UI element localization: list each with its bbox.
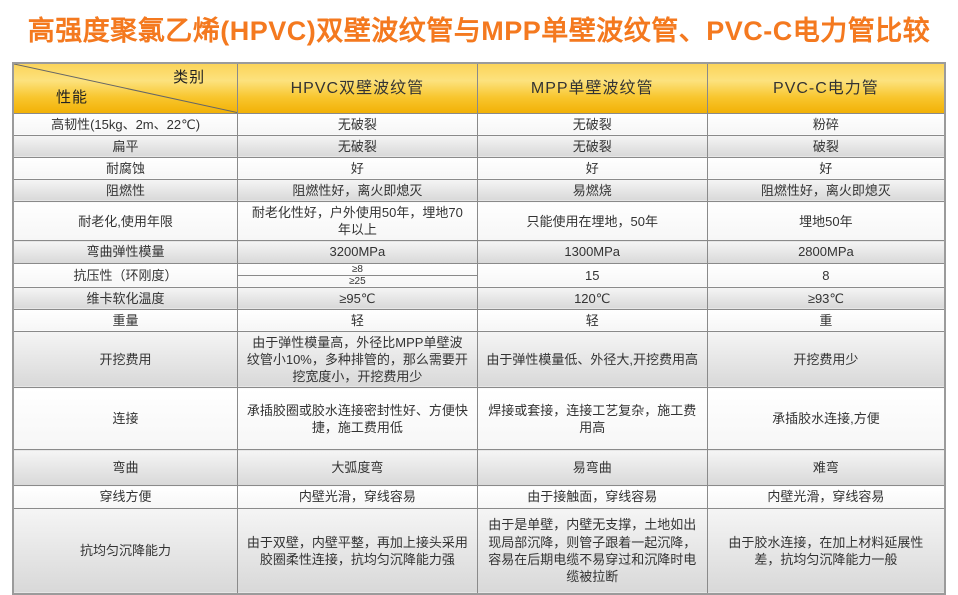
- table-row: 扁平 无破裂 无破裂 破裂: [12, 134, 946, 158]
- value-cell-hpvc: 内壁光滑，穿线容易: [237, 485, 478, 509]
- page-title: 高强度聚氯乙烯(HPVC)双壁波纹管与MPP单壁波纹管、PVC-C电力管比较: [27, 16, 931, 46]
- value-cell-mpp: 1300MPa: [476, 240, 708, 264]
- value-cell-hpvc: 阻燃性好，离火即熄灭: [237, 178, 478, 203]
- value-cell-pvcc: 承插胶水连接,方便: [706, 387, 946, 451]
- table-row: 弯曲 大弧度弯 易弯曲 难弯: [12, 449, 946, 487]
- value-cell-mpp: 只能使用在埋地，50年: [476, 201, 708, 242]
- property-cell: 抗均匀沉降能力: [12, 507, 239, 595]
- value-cell-hpvc: ≥8 ≥25: [237, 262, 478, 288]
- table-row: 抗均匀沉降能力 由于双壁，内壁平整，再加上接头采用胶圈柔性连接，抗均匀沉降能力强由…: [12, 507, 946, 595]
- value-cell-pvcc: 粉碎: [706, 112, 946, 136]
- value-cell-mpp: 120℃: [476, 286, 708, 310]
- value-cell-hpvc: 大弧度弯: [237, 449, 478, 487]
- corner-label-category: 类别: [173, 69, 206, 86]
- property-cell: 扁平: [12, 134, 239, 158]
- value-cell-pvcc: 好: [706, 156, 946, 180]
- property-cell: 连接: [12, 387, 239, 451]
- comparison-table: 类别 性能 HPVC双壁波纹管 MPP单壁波纹管 PVC-C电力管 高韧性(15…: [12, 62, 946, 595]
- value-cell-pvcc: 由于胶水连接，在加上材料延展性差，抗均匀沉降能力一般: [706, 507, 946, 595]
- value-cell-mpp: 无破裂: [476, 112, 708, 136]
- value-cell-pvcc: 2800MPa: [706, 240, 946, 264]
- value-cell-mpp: 由于弹性模量低、外径大,开挖费用高: [476, 330, 708, 389]
- property-cell: 耐腐蚀: [12, 156, 239, 180]
- property-cell: 重量: [12, 308, 239, 332]
- value-cell-pvcc: 开挖费用少: [706, 330, 946, 389]
- table-body: 高韧性(15kg、2m、22℃) 无破裂 无破裂 粉碎 扁平 无破裂 无破裂 破裂 耐腐蚀好好好…: [12, 112, 946, 595]
- value-cell-mpp: 易燃烧: [476, 178, 708, 203]
- property-cell: 阻燃性: [12, 178, 239, 203]
- value-cell-pvcc: 埋地50年: [706, 201, 946, 242]
- value-cell-mpp: 易弯曲: [476, 449, 708, 487]
- column-header-hpvc: HPVC双壁波纹管: [237, 62, 478, 114]
- table-row: 开挖费用 由于弹性模量高，外径比MPP单壁波纹管小10%，多种排管的，那么需要开挖…: [12, 330, 946, 389]
- value-cell-mpp: 由于接触面，穿线容易: [476, 485, 708, 509]
- value-cell-hpvc: 3200MPa: [237, 240, 478, 264]
- value-cell-hpvc: 耐老化性好，户外使用50年，埋地70年以上: [237, 201, 478, 242]
- table-row: 耐腐蚀好好好: [12, 156, 946, 180]
- stacked-value: ≥25: [238, 274, 477, 287]
- property-cell: 开挖费用: [12, 330, 239, 389]
- table-row: 耐老化,使用年限 耐老化性好，户外使用50年，埋地70年以上 只能使用在埋地，50年…: [12, 201, 946, 242]
- value-cell-mpp: 由于是单壁，内壁无支撑，土地如出现局部沉降，则管子跟着一起沉降，容易在后期电缆不…: [476, 507, 708, 595]
- value-cell-mpp: 无破裂: [476, 134, 708, 158]
- table-row: 维卡软化温度 ≥95℃ 120℃ ≥93℃: [12, 286, 946, 310]
- table-row: 重量轻轻重: [12, 308, 946, 332]
- value-cell-mpp: 焊接或套接，连接工艺复杂，施工费用高: [476, 387, 708, 451]
- value-cell-mpp: 轻: [476, 308, 708, 332]
- column-header-mpp: MPP单壁波纹管: [476, 62, 708, 114]
- value-cell-hpvc: 好: [237, 156, 478, 180]
- table-row: 抗压性（环刚度） ≥8 ≥25 15 8: [12, 262, 946, 288]
- property-cell: 弯曲弹性模量: [12, 240, 239, 264]
- property-cell: 维卡软化温度: [12, 286, 239, 310]
- value-cell-hpvc: 由于弹性模量高，外径比MPP单壁波纹管小10%，多种排管的，那么需要开挖宽度小，…: [237, 330, 478, 389]
- value-cell-hpvc: 由于双壁，内壁平整，再加上接头采用胶圈柔性连接，抗均匀沉降能力强: [237, 507, 478, 595]
- value-cell-pvcc: 内壁光滑，穿线容易: [706, 485, 946, 509]
- value-cell-pvcc: 重: [706, 308, 946, 332]
- value-cell-pvcc: 阻燃性好，离火即熄灭: [706, 178, 946, 203]
- property-cell: 耐老化,使用年限: [12, 201, 239, 242]
- property-cell: 穿线方便: [12, 485, 239, 509]
- value-cell-pvcc: 难弯: [706, 449, 946, 487]
- value-cell-hpvc: 无破裂: [237, 112, 478, 136]
- value-cell-mpp: 15: [476, 262, 708, 288]
- corner-label-performance: 性能: [56, 88, 89, 106]
- table-row: 阻燃性 阻燃性好，离火即熄灭 易燃烧 阻燃性好，离火即熄灭: [12, 178, 946, 203]
- property-cell: 弯曲: [12, 449, 239, 487]
- value-cell-pvcc: 破裂: [706, 134, 946, 158]
- value-cell-hpvc: 承插胶圈或胶水连接密封性好、方便快捷，施工费用低: [237, 387, 478, 451]
- value-cell-pvcc: 8: [706, 262, 946, 288]
- table-row: 高韧性(15kg、2m、22℃) 无破裂 无破裂 粉碎: [12, 112, 946, 136]
- stacked-value: ≥8: [351, 263, 363, 275]
- diagonal-divider-line: [14, 64, 237, 113]
- value-cell-hpvc: 轻: [237, 308, 478, 332]
- table-row: 连接 承插胶圈或胶水连接密封性好、方便快捷，施工费用低 焊接或套接，连接工艺复杂，施…: [12, 387, 946, 451]
- header-row: 类别 性能 HPVC双壁波纹管 MPP单壁波纹管 PVC-C电力管: [12, 62, 946, 114]
- value-cell-hpvc: ≥95℃: [237, 286, 478, 310]
- table-row: 穿线方便 内壁光滑，穿线容易 由于接触面，穿线容易 内壁光滑，穿线容易: [12, 485, 946, 509]
- property-cell: 高韧性(15kg、2m、22℃): [12, 112, 239, 136]
- corner-header-cell: 类别 性能: [12, 62, 239, 114]
- column-header-pvcc: PVC-C电力管: [706, 62, 946, 114]
- table-row: 弯曲弹性模量 3200MPa 1300MPa 2800MPa: [12, 240, 946, 264]
- value-cell-pvcc: ≥93℃: [706, 286, 946, 310]
- value-cell-mpp: 好: [476, 156, 708, 180]
- value-cell-hpvc: 无破裂: [237, 134, 478, 158]
- property-cell: 抗压性（环刚度）: [12, 262, 239, 288]
